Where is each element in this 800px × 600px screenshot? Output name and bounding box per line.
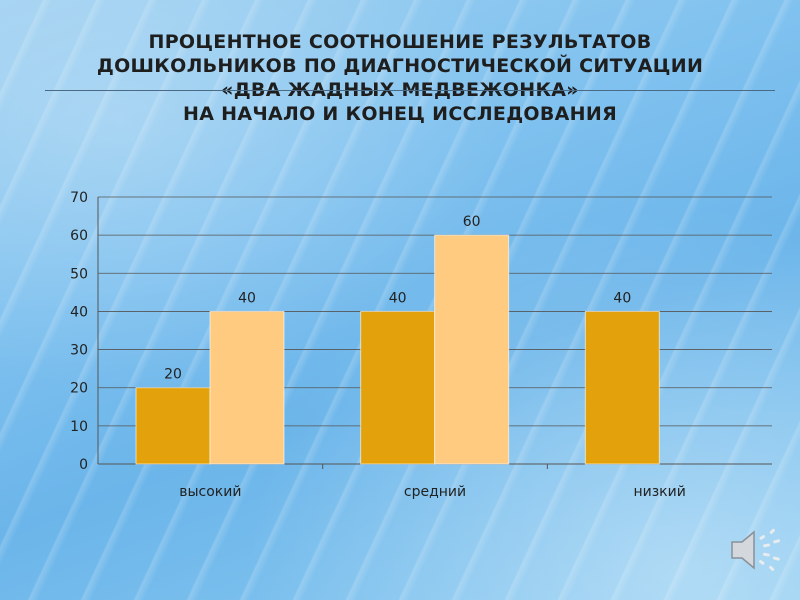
y-tick-label: 40 <box>70 304 88 320</box>
category-label: высокий <box>179 484 241 500</box>
title-line-4: на начало и конец исследования <box>183 103 617 125</box>
bar <box>135 387 211 465</box>
y-tick-label: 10 <box>70 419 88 435</box>
y-tick-label: 60 <box>70 228 88 244</box>
speaker-icon[interactable] <box>726 524 784 576</box>
bar <box>209 310 285 465</box>
bar <box>360 310 436 465</box>
data-label: 40 <box>389 290 407 306</box>
data-label: 40 <box>613 290 631 306</box>
title-line-2: дошкольников по диагностической ситуации <box>96 55 704 77</box>
title-line-1: Процентное соотношение результатов <box>148 31 652 53</box>
y-tick-label: 20 <box>70 381 88 397</box>
bar <box>584 310 660 465</box>
data-label: 20 <box>164 367 182 383</box>
slide-title: Процентное соотношение результатов дошко… <box>40 30 760 126</box>
data-label: 60 <box>463 214 481 230</box>
y-tick-label: 30 <box>70 343 88 359</box>
y-tick-label: 0 <box>79 457 88 473</box>
y-tick-label: 70 <box>70 190 88 206</box>
category-label: средний <box>404 484 466 500</box>
bar <box>434 234 510 465</box>
data-label: 40 <box>238 290 256 306</box>
title-divider <box>45 90 775 91</box>
category-label: низкий <box>633 484 685 500</box>
y-tick-label: 50 <box>70 266 88 282</box>
